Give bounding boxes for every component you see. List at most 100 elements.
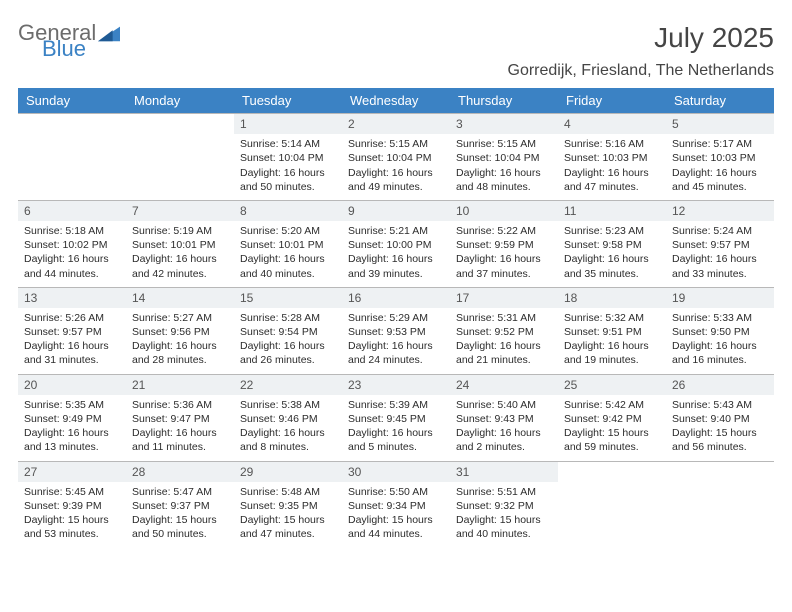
day-details: Sunrise: 5:16 AMSunset: 10:03 PMDaylight… [564, 137, 660, 194]
day-number: 25 [558, 375, 666, 395]
calendar-week-row: 6Sunrise: 5:18 AMSunset: 10:02 PMDayligh… [18, 200, 774, 287]
calendar-week-row: 27 Sunrise: 5:45 AMSunset: 9:39 PMDayligh… [18, 461, 774, 547]
day-number: 18 [558, 288, 666, 308]
day-number: 2 [342, 114, 450, 134]
day-number: 13 [18, 288, 126, 308]
day-number: 20 [18, 375, 126, 395]
calendar-day-cell: 11 Sunrise: 5:23 AMSunset: 9:58 PMDayligh… [558, 200, 666, 287]
header: General Blue July 2025 Gorredijk, Friesl… [18, 22, 774, 80]
calendar-day-cell: . [558, 461, 666, 547]
day-number: 11 [558, 201, 666, 221]
calendar-day-cell: 30 Sunrise: 5:50 AMSunset: 9:34 PMDayligh… [342, 461, 450, 547]
month-year: July 2025 [508, 22, 775, 54]
day-number: 21 [126, 375, 234, 395]
calendar-day-cell: 14 Sunrise: 5:27 AMSunset: 9:56 PMDayligh… [126, 287, 234, 374]
calendar-day-cell: 7 Sunrise: 5:19 AMSunset: 10:01 PMDayligh… [126, 200, 234, 287]
day-details: Sunrise: 5:23 AMSunset: 9:58 PMDaylight:… [564, 224, 660, 281]
calendar-week-row: 13Sunrise: 5:26 AMSunset: 9:57 PMDayligh… [18, 287, 774, 374]
day-number: 5 [666, 114, 774, 134]
day-details: Sunrise: 5:31 AMSunset: 9:52 PMDaylight:… [456, 311, 552, 368]
day-number: 29 [234, 462, 342, 482]
day-details: Sunrise: 5:28 AMSunset: 9:54 PMDaylight:… [240, 311, 336, 368]
day-number: 26 [666, 375, 774, 395]
day-number: 4 [558, 114, 666, 134]
day-details: Sunrise: 5:27 AMSunset: 9:56 PMDaylight:… [132, 311, 228, 368]
calendar-day-cell: 16 Sunrise: 5:29 AMSunset: 9:53 PMDayligh… [342, 287, 450, 374]
calendar-day-cell: 12 Sunrise: 5:24 AMSunset: 9:57 PMDayligh… [666, 200, 774, 287]
page: General Blue July 2025 Gorredijk, Friesl… [0, 0, 792, 557]
day-details: Sunrise: 5:32 AMSunset: 9:51 PMDaylight:… [564, 311, 660, 368]
day-details: Sunrise: 5:50 AMSunset: 9:34 PMDaylight:… [348, 485, 444, 542]
day-number: 1 [234, 114, 342, 134]
weekday-header: Saturday [666, 88, 774, 114]
day-number: 3 [450, 114, 558, 134]
day-number: 31 [450, 462, 558, 482]
day-details: Sunrise: 5:19 AMSunset: 10:01 PMDaylight… [132, 224, 228, 281]
calendar-day-cell: 1Sunrise: 5:14 AMSunset: 10:04 PMDayligh… [234, 114, 342, 201]
calendar-day-cell: 15 Sunrise: 5:28 AMSunset: 9:54 PMDayligh… [234, 287, 342, 374]
logo: General Blue [18, 22, 120, 60]
day-number: 9 [342, 201, 450, 221]
calendar-day-cell: 25 Sunrise: 5:42 AMSunset: 9:42 PMDayligh… [558, 374, 666, 461]
day-details: Sunrise: 5:42 AMSunset: 9:42 PMDaylight:… [564, 398, 660, 455]
day-number: 22 [234, 375, 342, 395]
day-number: 10 [450, 201, 558, 221]
calendar-day-cell: 19 Sunrise: 5:33 AMSunset: 9:50 PMDayligh… [666, 287, 774, 374]
weekday-header: Sunday [18, 88, 126, 114]
calendar-day-cell: 26Sunrise: 5:43 AMSunset: 9:40 PMDayligh… [666, 374, 774, 461]
day-details: Sunrise: 5:20 AMSunset: 10:01 PMDaylight… [240, 224, 336, 281]
calendar-week-row: ..1Sunrise: 5:14 AMSunset: 10:04 PMDayli… [18, 114, 774, 201]
weekday-header: Monday [126, 88, 234, 114]
calendar-day-cell: 21 Sunrise: 5:36 AMSunset: 9:47 PMDayligh… [126, 374, 234, 461]
calendar-day-cell: 8 Sunrise: 5:20 AMSunset: 10:01 PMDayligh… [234, 200, 342, 287]
day-number: 23 [342, 375, 450, 395]
day-details: Sunrise: 5:48 AMSunset: 9:35 PMDaylight:… [240, 485, 336, 542]
day-details: Sunrise: 5:33 AMSunset: 9:50 PMDaylight:… [672, 311, 768, 368]
title-block: July 2025 Gorredijk, Friesland, The Neth… [508, 22, 775, 80]
day-number: 15 [234, 288, 342, 308]
calendar-day-cell: 31 Sunrise: 5:51 AMSunset: 9:32 PMDayligh… [450, 461, 558, 547]
calendar-day-cell: 24 Sunrise: 5:40 AMSunset: 9:43 PMDayligh… [450, 374, 558, 461]
day-details: Sunrise: 5:47 AMSunset: 9:37 PMDaylight:… [132, 485, 228, 542]
day-number: 24 [450, 375, 558, 395]
day-details: Sunrise: 5:29 AMSunset: 9:53 PMDaylight:… [348, 311, 444, 368]
calendar-day-cell: 5Sunrise: 5:17 AMSunset: 10:03 PMDayligh… [666, 114, 774, 201]
day-number: 7 [126, 201, 234, 221]
calendar-day-cell: 2 Sunrise: 5:15 AMSunset: 10:04 PMDayligh… [342, 114, 450, 201]
day-details: Sunrise: 5:36 AMSunset: 9:47 PMDaylight:… [132, 398, 228, 455]
calendar-day-cell: 22 Sunrise: 5:38 AMSunset: 9:46 PMDayligh… [234, 374, 342, 461]
day-number: 14 [126, 288, 234, 308]
day-details: Sunrise: 5:15 AMSunset: 10:04 PMDaylight… [456, 137, 552, 194]
day-details: Sunrise: 5:24 AMSunset: 9:57 PMDaylight:… [672, 224, 768, 281]
weekday-header-row: SundayMondayTuesdayWednesdayThursdayFrid… [18, 88, 774, 114]
day-details: Sunrise: 5:39 AMSunset: 9:45 PMDaylight:… [348, 398, 444, 455]
day-number: 16 [342, 288, 450, 308]
day-number: 12 [666, 201, 774, 221]
day-number: 8 [234, 201, 342, 221]
day-details: Sunrise: 5:45 AMSunset: 9:39 PMDaylight:… [24, 485, 120, 542]
day-details: Sunrise: 5:21 AMSunset: 10:00 PMDaylight… [348, 224, 444, 281]
calendar-day-cell: 17Sunrise: 5:31 AMSunset: 9:52 PMDayligh… [450, 287, 558, 374]
calendar-day-cell: 18 Sunrise: 5:32 AMSunset: 9:51 PMDayligh… [558, 287, 666, 374]
calendar-day-cell: 13Sunrise: 5:26 AMSunset: 9:57 PMDayligh… [18, 287, 126, 374]
calendar-day-cell: 9 Sunrise: 5:21 AMSunset: 10:00 PMDayligh… [342, 200, 450, 287]
calendar-day-cell: 27 Sunrise: 5:45 AMSunset: 9:39 PMDayligh… [18, 461, 126, 547]
weekday-header: Tuesday [234, 88, 342, 114]
day-details: Sunrise: 5:51 AMSunset: 9:32 PMDaylight:… [456, 485, 552, 542]
logo-word-2: Blue [42, 38, 120, 60]
day-number: 27 [18, 462, 126, 482]
day-details: Sunrise: 5:35 AMSunset: 9:49 PMDaylight:… [24, 398, 120, 455]
weekday-header: Wednesday [342, 88, 450, 114]
day-details: Sunrise: 5:18 AMSunset: 10:02 PMDaylight… [24, 224, 120, 281]
calendar-day-cell: . [666, 461, 774, 547]
day-number: 30 [342, 462, 450, 482]
day-number: 19 [666, 288, 774, 308]
day-details: Sunrise: 5:15 AMSunset: 10:04 PMDaylight… [348, 137, 444, 194]
weekday-header: Friday [558, 88, 666, 114]
calendar-week-row: 20 Sunrise: 5:35 AMSunset: 9:49 PMDayligh… [18, 374, 774, 461]
day-details: Sunrise: 5:40 AMSunset: 9:43 PMDaylight:… [456, 398, 552, 455]
calendar-day-cell: 23 Sunrise: 5:39 AMSunset: 9:45 PMDayligh… [342, 374, 450, 461]
day-number: 28 [126, 462, 234, 482]
day-details: Sunrise: 5:38 AMSunset: 9:46 PMDaylight:… [240, 398, 336, 455]
calendar-day-cell: 29 Sunrise: 5:48 AMSunset: 9:35 PMDayligh… [234, 461, 342, 547]
